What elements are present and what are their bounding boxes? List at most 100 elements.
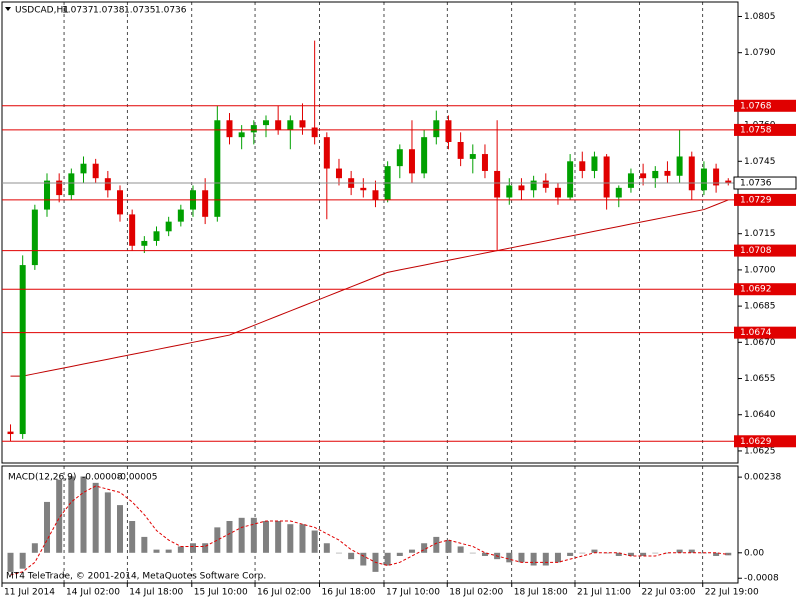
candle-body <box>506 185 513 198</box>
macd-bar <box>664 552 671 554</box>
macd-bar <box>506 552 513 563</box>
candle-body <box>299 120 306 128</box>
moving-average <box>10 199 729 377</box>
macd-bar <box>44 501 51 553</box>
macd-bar <box>299 524 306 553</box>
candle-body <box>372 190 379 200</box>
candle-body <box>104 178 111 191</box>
candle-body <box>202 190 209 217</box>
x-tick-label: 18 Jul 18:00 <box>514 588 568 598</box>
x-tick-label: 21 Jul 11:00 <box>577 588 631 598</box>
macd-bar <box>567 552 574 556</box>
candle-body <box>481 154 488 171</box>
x-tick-label: 15 Jul 10:00 <box>194 588 248 598</box>
candle-body <box>579 161 586 171</box>
x-tick-label: 14 Jul 18:00 <box>129 588 183 598</box>
candle-body <box>652 170 659 179</box>
macd-bar <box>262 521 269 553</box>
candle-body <box>676 156 683 176</box>
candle-body <box>262 120 269 126</box>
macd-bar <box>335 552 342 554</box>
macd-bar <box>676 549 683 553</box>
level-label: 1.0629 <box>740 437 772 447</box>
candle-body <box>287 120 294 130</box>
macd-bar <box>652 552 659 554</box>
macd-bar <box>250 517 257 553</box>
price-label: 1.0736 <box>740 179 772 189</box>
y-tick-label: 0.00238 <box>744 473 781 483</box>
macd-bar <box>457 546 464 553</box>
candle-body <box>68 173 75 196</box>
candle-body <box>530 180 537 191</box>
macd-bar <box>433 536 440 553</box>
candle-body <box>153 231 160 241</box>
macd-bar <box>554 552 561 563</box>
header-close: 1.0736 <box>155 6 187 16</box>
menu-arrow[interactable] <box>5 7 11 11</box>
candle-body <box>80 163 87 174</box>
macd-bar <box>408 549 415 553</box>
macd-bar <box>68 476 75 553</box>
level-label: 1.0768 <box>740 101 772 111</box>
x-tick-label: 18 Jul 02:00 <box>449 588 503 598</box>
macd-bar <box>688 549 695 553</box>
x-tick-label: 17 Jul 10:00 <box>386 588 440 598</box>
copyright: MT4 TeleTrade, © 2001-2014, MetaQuotes S… <box>6 572 266 582</box>
candle-body <box>433 120 440 138</box>
level-label-box <box>734 99 796 112</box>
x-tick-label: 11 Jul 2014 <box>4 588 55 598</box>
macd-signal <box>10 485 729 576</box>
candle-body <box>640 173 647 179</box>
level-label-box <box>734 283 796 296</box>
candle-body <box>664 170 671 176</box>
candle-body <box>713 168 720 186</box>
macd-bar <box>396 552 403 556</box>
macd-bar <box>421 543 428 553</box>
macd-bar <box>275 521 282 553</box>
macd-bar <box>445 540 452 553</box>
macd-bar <box>287 524 294 553</box>
candle-body <box>591 156 598 171</box>
candle-body <box>165 221 172 232</box>
candle-body <box>250 125 257 133</box>
macd-bar <box>189 543 196 553</box>
level-label: 1.0674 <box>740 328 772 338</box>
macd-bar <box>141 536 148 553</box>
candle-body <box>92 163 99 179</box>
candle-body <box>19 265 26 435</box>
level-label: 1.0758 <box>740 125 772 135</box>
macd-bar <box>177 546 184 553</box>
candle-body <box>396 149 403 167</box>
level-label-box <box>734 326 796 339</box>
macd-bar <box>627 552 634 556</box>
y-tick-label: 1.0745 <box>744 157 776 167</box>
macd-bar <box>360 552 367 566</box>
macd-bar <box>518 552 525 563</box>
macd-signal-value: -0.00005 <box>117 473 157 483</box>
candle-body <box>44 180 51 210</box>
candle-body <box>627 173 634 188</box>
y-tick-label: 1.0670 <box>744 338 776 348</box>
candle-body <box>117 190 124 215</box>
macd-bar <box>226 521 233 553</box>
candle-body <box>567 161 574 198</box>
candle-body <box>725 180 732 184</box>
macd-bar <box>104 492 111 553</box>
macd-bar <box>117 505 124 553</box>
macd-bar <box>92 482 99 553</box>
candle-body <box>360 187 367 191</box>
candle-body <box>445 120 452 142</box>
macd-bar <box>56 479 63 553</box>
macd-bar <box>615 552 622 556</box>
y-tick-label: 0.00 <box>744 548 764 558</box>
y-tick-label: 1.0805 <box>744 12 776 22</box>
candle-body <box>615 187 622 198</box>
macd-bar <box>7 552 14 572</box>
candle-body <box>457 141 464 159</box>
macd-bar <box>530 552 537 566</box>
candle-body <box>494 170 501 198</box>
macd-bar <box>129 521 136 553</box>
header-high: 1.0738 <box>93 6 125 16</box>
macd-bar <box>348 552 355 560</box>
